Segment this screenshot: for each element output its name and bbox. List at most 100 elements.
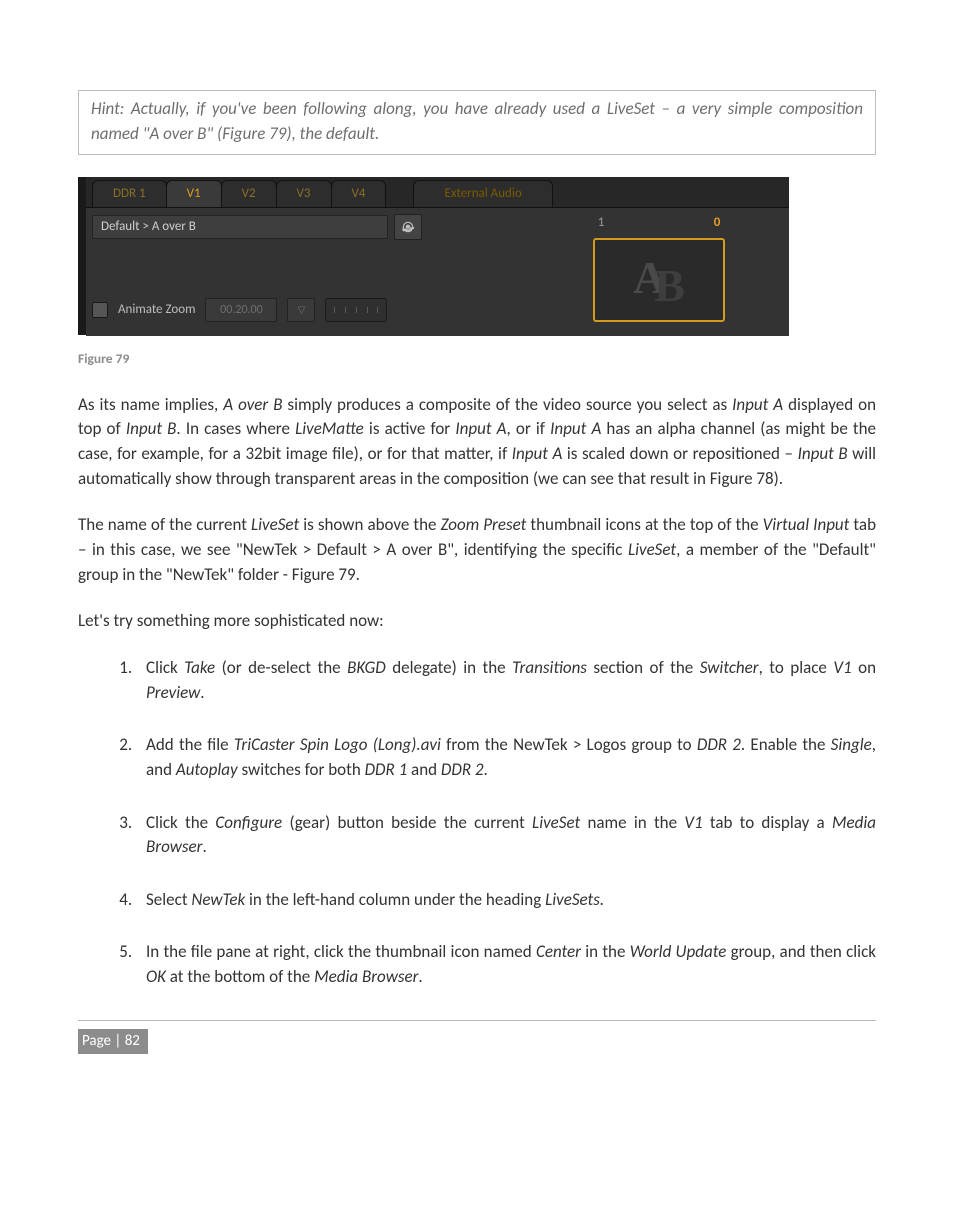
zoom-time-dropdown[interactable]: ▽: [287, 298, 315, 322]
s2a: Add the file: [146, 734, 234, 755]
s1i4: Switcher: [700, 657, 759, 678]
p2-i3: Virtual Input: [763, 514, 850, 535]
s2i2: DDR 2: [697, 734, 741, 755]
s4b: in the left-hand column under the headin…: [245, 889, 545, 910]
preset-labels: 1 0: [543, 214, 775, 234]
p2-i2: Zoom Preset: [441, 514, 527, 535]
p2-t2: is shown above the: [299, 514, 440, 535]
animate-zoom-time[interactable]: 00.20.00: [205, 298, 277, 322]
s3c: name in the: [580, 812, 684, 833]
figure-caption: Figure 79: [78, 349, 876, 369]
s5i1: Center: [536, 941, 581, 962]
page-number: Page | 82: [78, 1029, 148, 1055]
step-3: Click the Configure (gear) button beside…: [136, 811, 876, 860]
vi-screenshot: DDR 1 V1 V2 V3 V4 External Audio Default…: [78, 177, 789, 335]
vi-body: Default > A over B Animate Zoom 00.20.00…: [86, 207, 789, 336]
s4a: Select: [146, 889, 191, 910]
s1i2: BKGD: [347, 657, 386, 678]
tab-v4[interactable]: V4: [331, 180, 387, 207]
paragraph-3: Let's try something more sophisticated n…: [78, 609, 876, 634]
s1a: Click: [146, 657, 184, 678]
p1-i5: Input A: [455, 418, 506, 439]
tab-ddr1[interactable]: DDR 1: [92, 180, 167, 207]
glyph-b: B: [654, 253, 685, 320]
tab-row: DDR 1 V1 V2 V3 V4 External Audio: [86, 177, 789, 207]
s1i5: V1: [833, 657, 851, 678]
s5e: .: [418, 966, 422, 987]
p1-t4: . In cases where: [176, 418, 295, 439]
zoom-preset-area: 1 0 A B: [543, 214, 775, 322]
s2g: .: [484, 759, 488, 780]
paragraph-2: The name of the current LiveSet is shown…: [78, 513, 876, 587]
p1-t6: , or if: [507, 418, 551, 439]
tab-v3[interactable]: V3: [276, 180, 332, 207]
animate-zoom-row: Animate Zoom 00.20.00 ▽: [92, 298, 387, 322]
p1-i3: Input B: [126, 418, 177, 439]
preset-label-0[interactable]: 0: [659, 214, 775, 234]
step-5: In the file pane at right, click the thu…: [136, 940, 876, 989]
tab-external-audio[interactable]: External Audio: [413, 180, 552, 207]
virtual-input-panel: DDR 1 V1 V2 V3 V4 External Audio Default…: [86, 177, 789, 335]
p1-i7: Input A: [512, 443, 563, 464]
s1i6: Preview: [146, 682, 200, 703]
s1g: .: [200, 682, 204, 703]
document-page: Hint: Actually, if you've been following…: [0, 0, 954, 1094]
s1e: , to place: [759, 657, 834, 678]
s1i1: Take: [184, 657, 215, 678]
p2-t1: The name of the current: [78, 514, 251, 535]
s2e: switches for both: [238, 759, 365, 780]
s1d: section of the: [587, 657, 700, 678]
panel-edge: [78, 177, 86, 335]
s1b: (or de-select the: [215, 657, 347, 678]
p1-i8: Input B: [798, 443, 848, 464]
s5a: In the file pane at right, click the thu…: [146, 941, 536, 962]
s1f: on: [852, 657, 876, 678]
s3b: (gear) button beside the current: [282, 812, 532, 833]
p2-i1: LiveSet: [251, 514, 299, 535]
s3i3: V1: [684, 812, 702, 833]
s1i3: Transitions: [512, 657, 587, 678]
s2f: and: [407, 759, 441, 780]
s5b: in the: [581, 941, 630, 962]
paragraph-1: As its name implies, A over B simply pro…: [78, 393, 876, 492]
animate-zoom-checkbox[interactable]: [92, 302, 108, 318]
p1-i1: A over B: [223, 394, 282, 415]
gear-icon: [401, 220, 415, 234]
s5i3: OK: [146, 966, 166, 987]
configure-gear-button[interactable]: [394, 214, 422, 240]
p1-t5: is active for: [364, 418, 456, 439]
s5i4: Media Browser: [314, 966, 418, 987]
s3i2: LiveSet: [532, 812, 580, 833]
s2i5: DDR 1: [365, 759, 408, 780]
p1-i2: Input A: [732, 394, 783, 415]
p1-t2: simply produces a composite of the video…: [282, 394, 732, 415]
animate-zoom-label: Animate Zoom: [118, 301, 195, 320]
s3d: tab to display a: [703, 812, 832, 833]
s5c: group, and then click: [726, 941, 876, 962]
tab-v1[interactable]: V1: [166, 180, 222, 207]
s2b: from the NewTek > Logos group to: [441, 734, 697, 755]
steps-list: Click Take (or de-select the BKGD delega…: [78, 656, 876, 990]
s5i2: World Update: [630, 941, 727, 962]
p1-i4: LiveMatte: [295, 418, 364, 439]
s2i6: DDR 2: [441, 759, 484, 780]
p2-i4: LiveSet: [628, 539, 676, 560]
hint-text: Hint: Actually, if you've been following…: [91, 98, 863, 144]
step-2: Add the file TriCaster Spin Logo (Long).…: [136, 733, 876, 782]
step-4: Select NewTek in the left-hand column un…: [136, 888, 876, 913]
tab-v2[interactable]: V2: [221, 180, 277, 207]
ab-glyph: A B: [595, 240, 723, 320]
liveset-name-field[interactable]: Default > A over B: [92, 215, 388, 239]
s4i2: LiveSets.: [545, 889, 604, 910]
p2-t3: thumbnail icons at the top of the: [526, 514, 762, 535]
preset-thumbnail[interactable]: A B: [593, 238, 725, 322]
step-1: Click Take (or de-select the BKGD delega…: [136, 656, 876, 705]
s5d: at the bottom of the: [166, 966, 314, 987]
s3a: Click the: [146, 812, 215, 833]
s2i1: TriCaster Spin Logo (Long).avi: [234, 734, 441, 755]
preset-label-1[interactable]: 1: [543, 214, 659, 234]
s2i4: Autoplay: [176, 759, 238, 780]
zoom-slider[interactable]: [325, 298, 387, 322]
hint-box: Hint: Actually, if you've been following…: [78, 90, 876, 155]
s3e: .: [202, 836, 206, 857]
